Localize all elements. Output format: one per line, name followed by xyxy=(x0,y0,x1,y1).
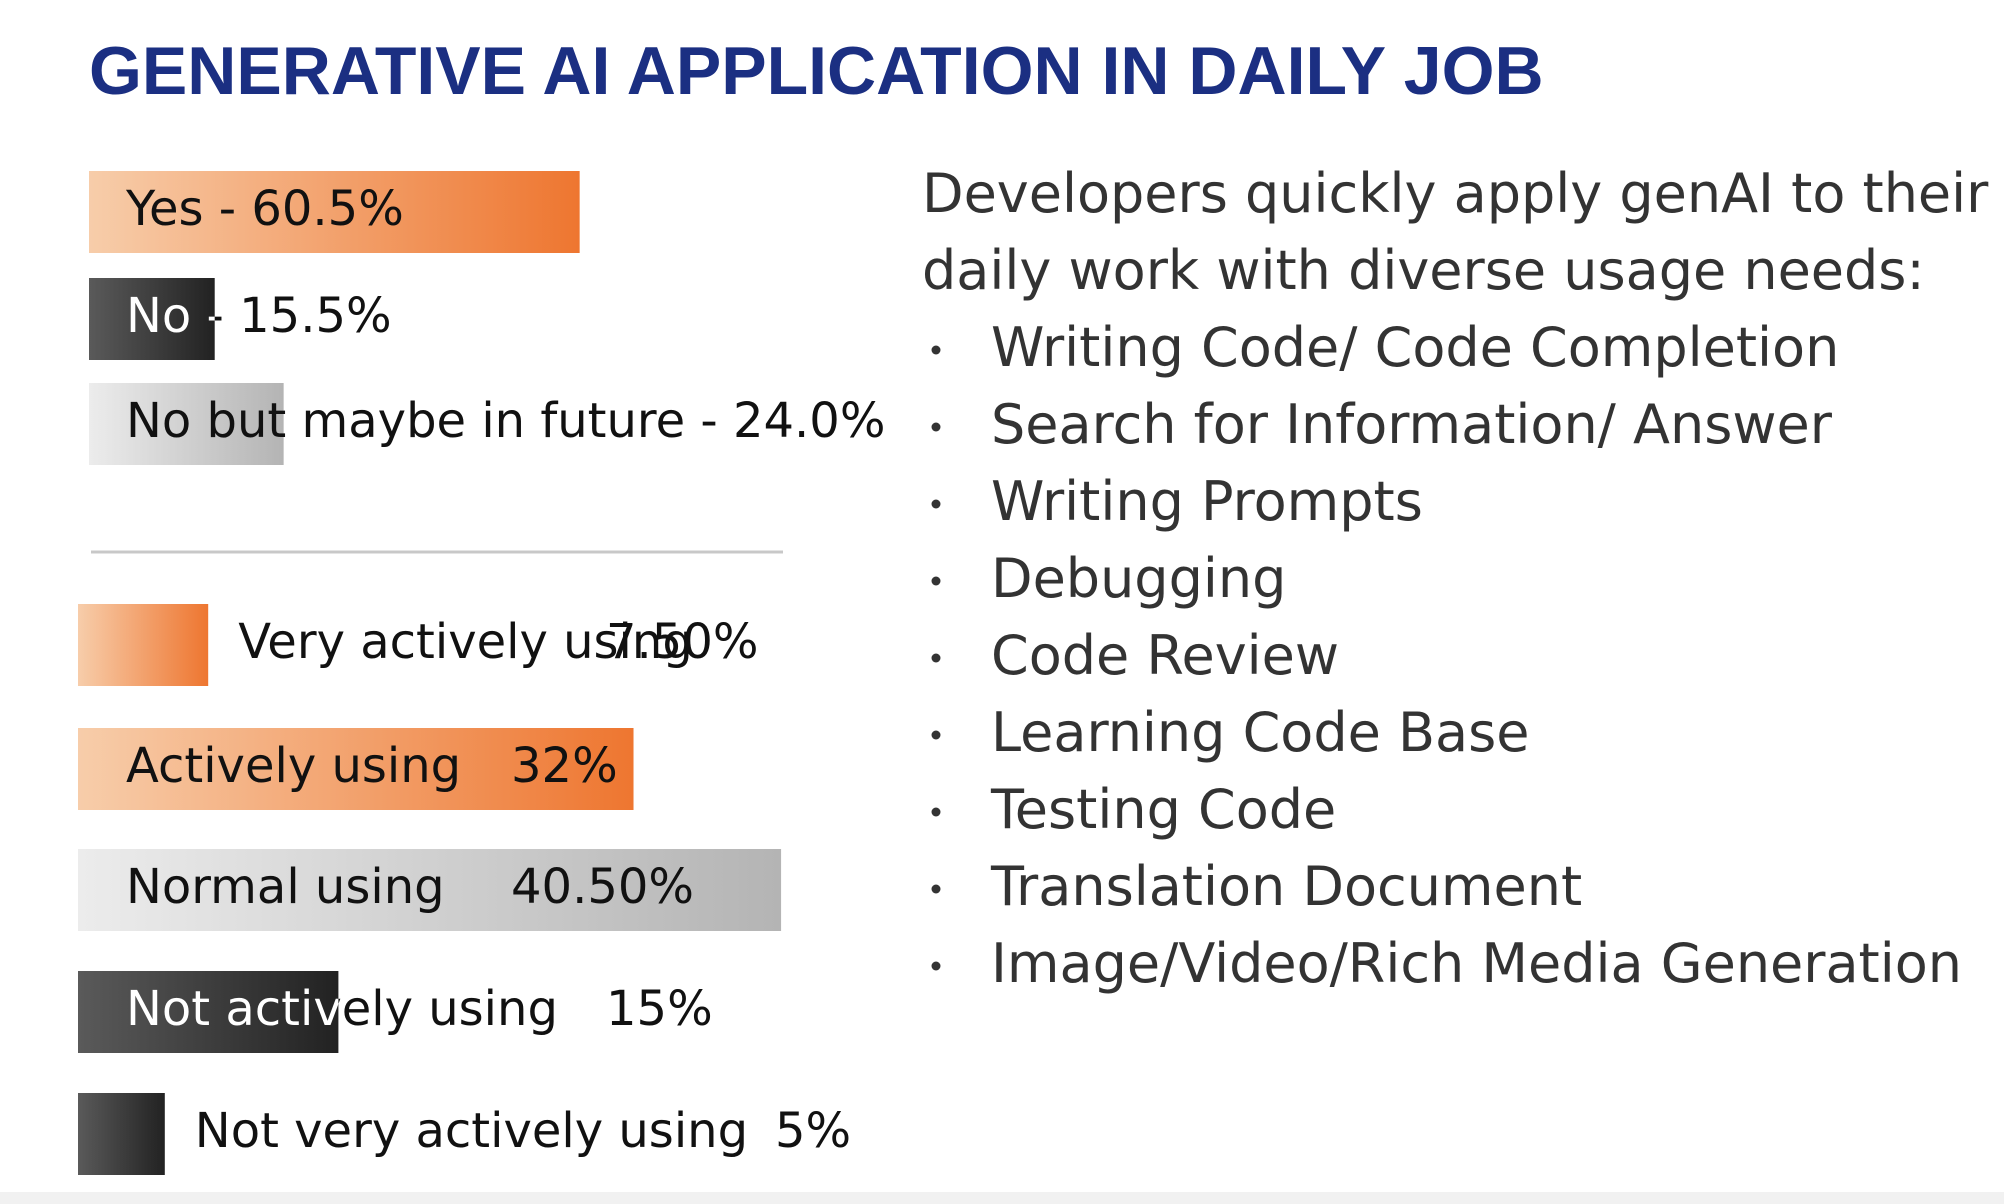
bar-label: Very actively using xyxy=(238,614,693,670)
bar-label: Yes - 60.5% xyxy=(125,181,404,237)
bullet-text: Writing Code/ Code Completion xyxy=(991,316,1839,379)
bar-label: Not very actively using xyxy=(195,1103,748,1159)
bullet-dot xyxy=(931,961,941,971)
value-label: 32% xyxy=(511,738,618,794)
notes: Developers quickly apply genAI to their d… xyxy=(922,162,1989,995)
bar xyxy=(89,171,580,253)
value-label: 5% xyxy=(775,1103,851,1159)
bar-label: No - 15.5% xyxy=(126,288,392,344)
bullet-dot xyxy=(931,499,941,509)
bullet-dot xyxy=(931,576,941,586)
bullet-text: Search for Information/ Answer xyxy=(991,393,1833,456)
bullet-dot xyxy=(931,653,941,663)
bullet-text: Debugging xyxy=(991,547,1286,610)
bar-label-on-bar: No - 15.5% xyxy=(126,288,392,344)
bullet-text: Translation Document xyxy=(990,855,1582,918)
intro-line: daily work with diverse usage needs: xyxy=(922,239,1925,302)
bar-label-on-bar: Not actively using xyxy=(126,981,558,1037)
bar xyxy=(78,971,339,1053)
bullet-dot xyxy=(931,422,941,432)
value-label: 7.50% xyxy=(606,614,758,670)
bar xyxy=(89,383,284,465)
bar xyxy=(78,604,209,686)
bar-label: Not actively using xyxy=(126,981,558,1037)
value-label: 40.50% xyxy=(511,859,694,915)
value-label: 15% xyxy=(606,981,713,1037)
bullet-dot xyxy=(931,730,941,740)
slide-title: GENERATIVE AI APPLICATION IN DAILY JOB xyxy=(89,33,1544,109)
bottom-strip xyxy=(0,1192,2004,1204)
bar-label: Normal using xyxy=(126,859,445,915)
bullet-text: Writing Prompts xyxy=(991,470,1423,533)
bar-label: Actively using xyxy=(126,738,461,794)
bar xyxy=(78,728,634,810)
bar xyxy=(89,278,215,360)
bar-label: No but maybe in future - 24.0% xyxy=(126,393,885,449)
bullet-dot xyxy=(931,345,941,355)
intro-line: Developers quickly apply genAI to their xyxy=(922,162,1989,225)
bar xyxy=(78,1093,165,1175)
bullet-text: Code Review xyxy=(991,624,1339,687)
bullet-text: Testing Code xyxy=(990,778,1336,841)
bullet-text: Image/Video/Rich Media Generation xyxy=(991,932,1962,995)
bullet-dot xyxy=(931,807,941,817)
bullet-text: Learning Code Base xyxy=(991,701,1530,764)
bar xyxy=(78,849,782,931)
bullet-dot xyxy=(931,884,941,894)
